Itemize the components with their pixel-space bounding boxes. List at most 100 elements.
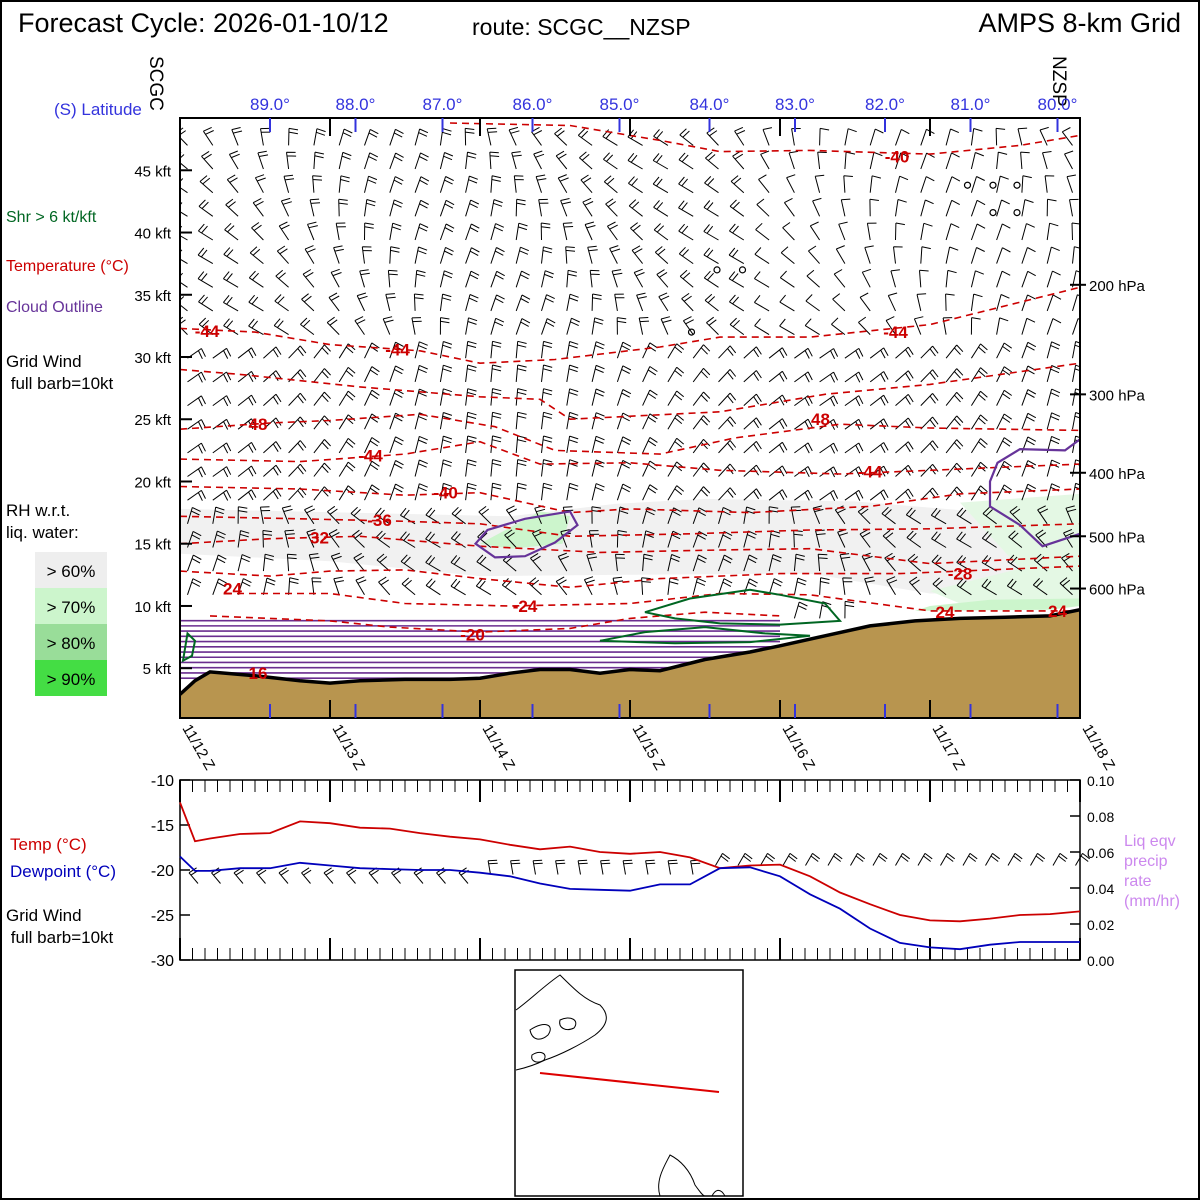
shear-outline-layer: [181, 588, 843, 663]
wind-barb: [389, 152, 404, 170]
cross-section-panel: -40 -44 -44 -44 48 -44 48 -44 -40 -36 32 -28 24 -24 24…: [134, 95, 1146, 719]
wind-barb: [450, 578, 466, 596]
rh-swatch-label: > 60%: [47, 562, 96, 581]
wind-barb: [364, 199, 376, 217]
wind-barb: [273, 318, 289, 336]
wind-barb: [554, 127, 568, 146]
wind-barb: [1052, 853, 1068, 866]
wind-barb: [338, 390, 356, 406]
wind-barb: [1020, 151, 1030, 170]
wind-barb: [439, 199, 455, 217]
wind-barb: [202, 126, 214, 146]
wind-barb: [1021, 294, 1036, 312]
wind-barb: [782, 853, 798, 866]
legend-precip-4: (mm/hr): [1124, 893, 1180, 910]
wind-barb: [794, 347, 813, 359]
wind-barb: [1059, 577, 1073, 596]
wind-barb: [401, 577, 416, 596]
temperature-label: -24: [513, 597, 538, 616]
wind-barb: [187, 419, 206, 431]
wind-barb: [768, 578, 783, 595]
wind-barb: [490, 270, 505, 288]
wind-barb: [996, 437, 1012, 454]
wind-barb: [513, 175, 524, 193]
cross-section-axes: 5 kft 10 kft 15 kft 20 kft 25 kft 30 kft 35 kf…: [134, 95, 1146, 718]
wind-barb: [389, 436, 404, 454]
wind-barb: [886, 576, 898, 596]
wind-barb: [237, 530, 250, 548]
wind-barb: [794, 371, 813, 383]
terrain-outline: [180, 607, 1080, 696]
wind-barb: [375, 530, 391, 548]
wind-barb: [844, 395, 864, 407]
wind-barb: [996, 223, 1011, 241]
wind-barb: [728, 247, 745, 265]
meteo-y2-tick-label: 0.00: [1087, 953, 1114, 969]
time-axis-labels: 11/12 Z 11/13 Z 11/14 Z 11/15 Z 11/16 Z 11/17…: [179, 722, 1119, 774]
temperature-label: -40: [885, 148, 910, 167]
wind-barb: [465, 223, 480, 241]
legend-temperature: Temperature (°C): [6, 258, 129, 275]
wind-barb: [970, 270, 984, 288]
wind-barb: [465, 270, 480, 288]
route-end-label: NZSP: [1048, 56, 1069, 107]
wind-barb: [718, 416, 737, 430]
wind-barb: [970, 128, 983, 146]
wind-barb: [920, 369, 939, 383]
wind-barb: [895, 441, 914, 454]
wind-barb: [1007, 853, 1023, 866]
meteo-y2-tick-label: 0.08: [1087, 809, 1114, 825]
legend-surface-temp: Temp (°C): [10, 835, 87, 854]
wind-barb: [326, 316, 340, 335]
shear-outline: [644, 588, 843, 626]
meteogram-lines: [179, 802, 1081, 951]
wind-barb: [198, 199, 214, 217]
wind-barb: [981, 531, 997, 548]
wind-barb: [869, 347, 889, 359]
calm-wind-circle: [713, 266, 721, 274]
wind-barb: [335, 222, 346, 241]
wind-barb: [945, 152, 960, 170]
wind-barb: [515, 294, 531, 312]
wind-barb: [313, 368, 331, 383]
wind-barb: [541, 435, 553, 453]
wind-barb: [465, 411, 477, 430]
wind-barb: [313, 439, 331, 454]
wind-barb: [465, 388, 477, 406]
wind-barb: [414, 459, 428, 477]
wind-barb: [835, 245, 846, 264]
wind-barb: [793, 601, 808, 619]
wind-barb: [490, 294, 505, 312]
wind-barb: [439, 317, 450, 335]
temperature-contour: [180, 286, 1080, 365]
wind-barb: [630, 222, 643, 241]
forecast-cycle-title: Forecast Cycle: 2026-01-10/12: [18, 8, 389, 38]
wind-barb: [425, 531, 441, 548]
wind-barb: [817, 553, 828, 572]
wind-barb: [541, 270, 554, 288]
wind-barb: [760, 150, 770, 170]
meteogram-axes: -10 -15 -20 -25 -30 0.00 0.02 0.04 0.06 0.08 0.10: [151, 773, 1115, 970]
wind-barb: [382, 316, 394, 335]
wind-barb: [387, 269, 398, 288]
wind-barb: [627, 152, 643, 170]
rh-legend: > 60% > 70% > 80% > 90%: [35, 552, 107, 696]
legend-precip-2: precip: [1124, 853, 1168, 870]
wind-barb: [439, 435, 453, 453]
legend-cloud-outline: Cloud Outline: [6, 299, 103, 316]
wind-barb: [808, 245, 820, 264]
wind-barb: [616, 365, 632, 383]
legend-grid-wind: Grid Wind: [6, 352, 82, 371]
wind-barb: [212, 442, 232, 454]
wind-barb: [678, 223, 694, 241]
wind-barb: [916, 293, 927, 312]
wind-barb: [212, 466, 232, 478]
wind-barb: [304, 245, 316, 264]
wind-barb: [996, 389, 1012, 406]
wind-barb: [956, 555, 972, 572]
temperature-label: 24: [1048, 602, 1067, 621]
wind-barb: [743, 370, 762, 383]
wind-barb: [762, 127, 773, 146]
wind-barb: [278, 867, 289, 884]
wind-barb: [541, 482, 553, 501]
